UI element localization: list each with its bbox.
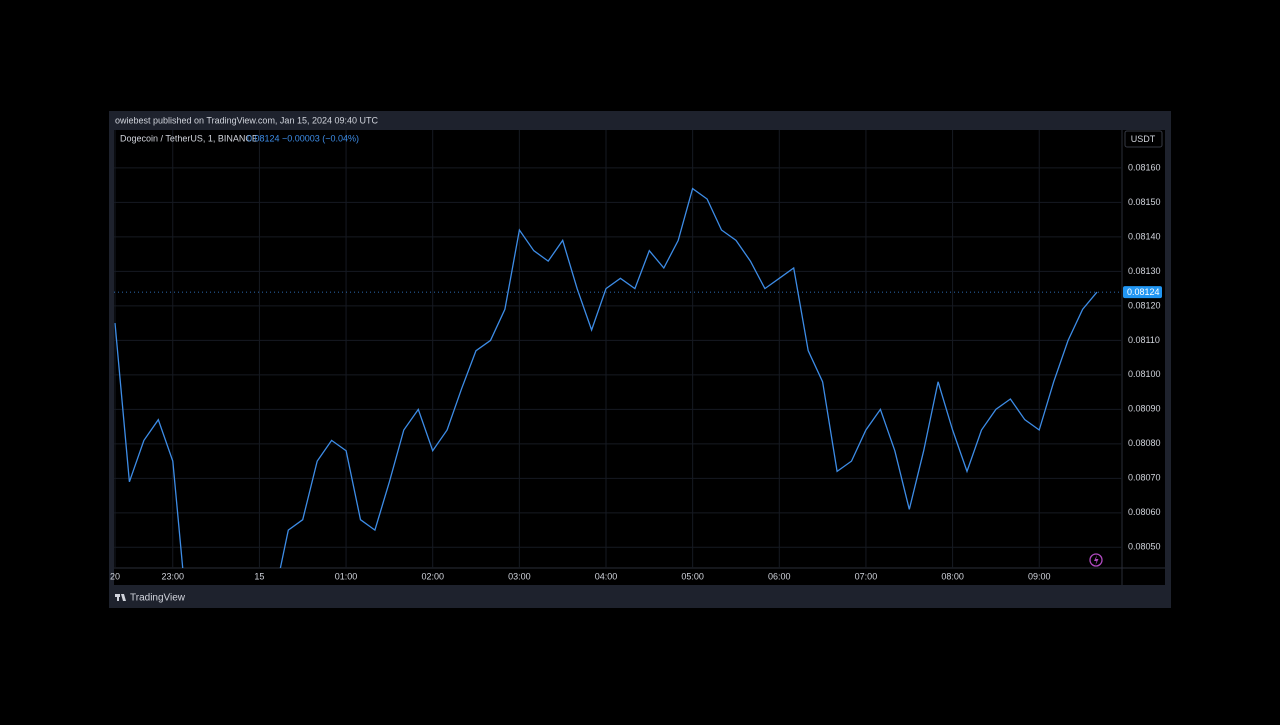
subtitle: owiebest published on TradingView.com, J… [115,115,379,125]
price-tag [1123,286,1162,299]
y-tick-label: 0.08150 [1128,197,1161,207]
y-tick-label: 0.08090 [1128,404,1161,414]
x-tick-label: 03:00 [508,571,531,581]
x-tick-label: 05:00 [681,571,704,581]
x-tick-label: 09:00 [1028,571,1051,581]
change: −0.00003 (−0.04%) [282,133,359,143]
x-tick-label: 06:00 [768,571,791,581]
plot-bg [114,130,1165,585]
footer: TradingView [130,593,186,604]
currency-box[interactable] [1124,130,1163,148]
bolt-icon[interactable] [1089,553,1103,567]
x-tick-label: 01:00 [335,571,358,581]
y-tick-label: 0.08160 [1128,162,1161,172]
x-tick-label: 07:00 [855,571,878,581]
y-tick-label: 0.08140 [1128,231,1161,241]
x-tick-label: 23:00 [161,571,184,581]
price-line [114,187,1098,568]
last-value: 0.08124 [247,133,280,143]
price-tag-label: 0.08124 [1127,287,1160,297]
logo [115,594,126,601]
y-tick-label: 0.08100 [1128,369,1161,379]
x-tick-label: 08:00 [941,571,964,581]
y-tick-label: 0.08060 [1128,507,1161,517]
y-tick-label: 0.08070 [1128,473,1161,483]
y-tick-label: 0.08130 [1128,266,1161,276]
x-tick-label: 20 [110,571,120,581]
y-tick-label: 0.08110 [1128,335,1160,345]
x-tick-label: 04:00 [595,571,618,581]
currency: USDT [1131,134,1156,144]
x-tick-label: 02:00 [421,571,444,581]
x-tick-label: 15 [254,571,264,581]
chart-title: Dogecoin / TetherUS, 1, BINANCE [120,133,258,143]
y-tick-label: 0.08120 [1128,300,1161,310]
y-tick-label: 0.08080 [1128,438,1161,448]
y-tick-label: 0.08050 [1128,542,1161,552]
